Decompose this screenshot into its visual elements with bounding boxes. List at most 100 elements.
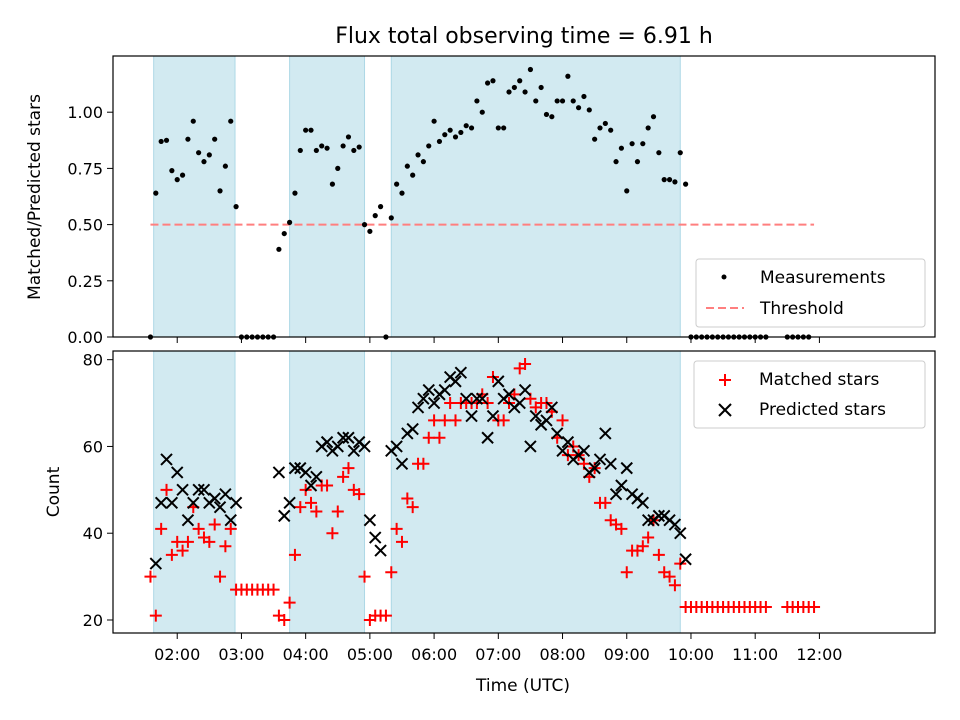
measurement-point (308, 127, 314, 133)
predicted-point (609, 487, 623, 501)
matched-point (444, 397, 457, 410)
measurement-point (495, 125, 501, 131)
matched-point (449, 414, 462, 427)
measurement-point (608, 127, 614, 133)
measurement-point (217, 188, 223, 194)
y-tick-label: 40 (83, 524, 103, 543)
predicted-point (197, 483, 211, 497)
predicted-point (427, 396, 441, 410)
measurement-point (624, 188, 630, 194)
measurement-point (677, 150, 683, 156)
y-tick-label: 20 (83, 611, 103, 630)
measurement-point (549, 114, 555, 120)
predicted-point (679, 553, 692, 566)
measurement-point (297, 147, 303, 154)
predicted-point (577, 444, 591, 457)
predicted-point (486, 409, 500, 423)
predicted-point (652, 509, 666, 523)
matched-point (652, 548, 665, 561)
matched-point (310, 505, 323, 518)
y-tick-label: 0.00 (67, 328, 103, 347)
matched-point (599, 496, 612, 509)
predicted-point (224, 513, 237, 527)
predicted-point (422, 383, 435, 397)
predicted-point (395, 457, 409, 471)
measurement-point (447, 127, 453, 133)
measurement-point (420, 159, 426, 165)
measurement-point (404, 163, 410, 169)
top-plot-frame (112, 55, 936, 338)
predicted-point (149, 557, 163, 570)
x-tick-label: 02:00 (154, 645, 200, 664)
predicted-point (550, 427, 564, 440)
matched-point (519, 358, 532, 371)
matched-point (176, 544, 189, 557)
predicted-point (459, 392, 473, 405)
predicted-point (492, 375, 505, 388)
predicted-point (561, 435, 575, 449)
measurement-point (570, 98, 576, 104)
predicted-point (181, 513, 195, 527)
measurement-point (324, 145, 330, 151)
y-tick-label: 80 (83, 351, 103, 370)
predicted-point (502, 388, 516, 401)
x-tick-label: 04:00 (283, 645, 329, 664)
predicted-point (283, 496, 296, 510)
matched-point (321, 479, 334, 492)
measurement-point (185, 136, 191, 142)
measurement-point (650, 114, 657, 120)
measurement-point (554, 98, 560, 104)
y-tick-label: 0.50 (67, 216, 103, 235)
shaded-interval (153, 56, 236, 337)
measurement-point (431, 118, 437, 124)
x-tick-label: 03:00 (218, 645, 264, 664)
measurement-point (415, 152, 421, 158)
measurement-point (340, 143, 346, 149)
y-tick-label: 60 (83, 437, 103, 456)
predicted-point (481, 431, 494, 444)
top-shaded-intervals (153, 56, 681, 337)
matched-point (342, 462, 355, 475)
predicted-point (593, 453, 607, 466)
predicted-point (513, 396, 526, 410)
matched-point (438, 414, 451, 427)
predicted-point (310, 470, 323, 484)
measurement-point (228, 118, 234, 124)
measurement-point (672, 179, 678, 185)
predicted-point (176, 483, 189, 497)
matched-point (192, 522, 205, 535)
measurement-point (452, 134, 459, 140)
x-tick-label: 12:00 (796, 645, 842, 664)
measurement-point (522, 89, 528, 95)
measurement-point (367, 228, 373, 234)
measurement-point (602, 120, 608, 127)
measurement-point (179, 172, 186, 178)
measurement-point (683, 181, 689, 187)
measurement-point (377, 204, 384, 210)
predicted-point (272, 466, 286, 479)
predicted-point (454, 366, 468, 379)
predicted-point (529, 409, 542, 423)
predicted-point (336, 431, 350, 444)
matched-point (642, 531, 655, 544)
measurement-point (565, 73, 571, 79)
measurement-point (458, 129, 464, 136)
matched-point (160, 483, 173, 496)
matched-point (358, 570, 371, 583)
top-legend-box (695, 258, 926, 328)
measurement-point (361, 222, 368, 228)
measurement-point (597, 125, 603, 131)
measurement-point (490, 78, 496, 84)
measurement-point (153, 190, 159, 196)
predicted-point (213, 500, 227, 514)
y-tick-label: 0.25 (67, 272, 103, 291)
measurement-point (538, 84, 544, 91)
measurement-point (629, 141, 635, 147)
matched-point (224, 522, 237, 535)
measurement-point (575, 105, 582, 111)
measurement-point (592, 136, 598, 142)
predicted-point (417, 392, 430, 405)
matched-point (556, 414, 569, 427)
